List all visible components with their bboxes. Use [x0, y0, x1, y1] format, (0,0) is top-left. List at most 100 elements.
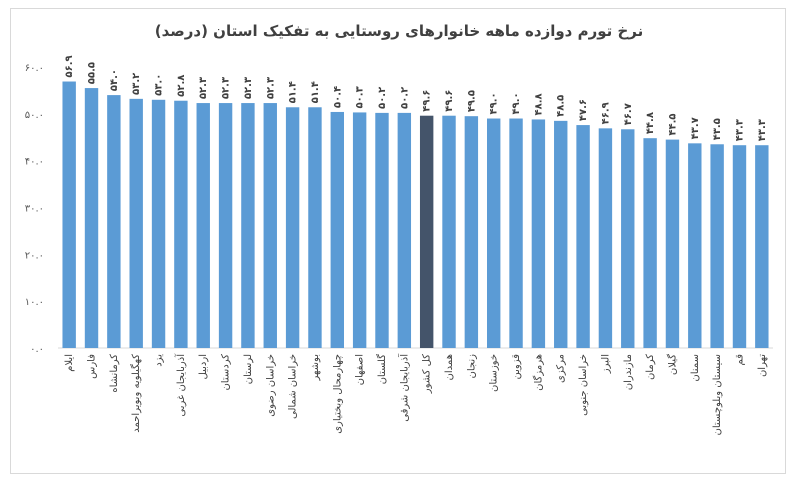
x-tick-label: زنجان [466, 354, 477, 379]
data-label: ۵۰.۲ [399, 87, 410, 109]
data-label: ۴۳.۵ [712, 118, 723, 140]
x-tick-label: کهگیلویه وبویراحمد [130, 354, 142, 433]
bar [241, 103, 255, 348]
data-label: ۵۲.۳ [221, 77, 232, 99]
bar [107, 95, 121, 348]
x-tick-label: چهارمحال وبختیاری [332, 354, 343, 434]
data-label: ۴۴.۸ [645, 112, 656, 134]
x-tick-label: سمنان [690, 354, 701, 382]
data-label: ۵۶.۹ [64, 55, 75, 77]
x-tick-label: لرستان [243, 354, 254, 384]
bar [352, 112, 367, 348]
bar [665, 139, 680, 348]
data-label: ۴۴.۵ [667, 113, 678, 135]
data-label: ۵۱.۴ [310, 81, 321, 103]
y-tick-label: ۱۰.۰ [25, 297, 44, 308]
x-tick-label: تهران [757, 354, 768, 377]
data-label: ۴۸.۸ [533, 93, 544, 115]
bar [710, 144, 724, 348]
bar [129, 98, 143, 348]
data-label: ۵۰.۲ [377, 87, 388, 109]
data-label: ۵۰.۳ [355, 86, 366, 108]
x-tick-label: البرز [600, 354, 611, 374]
x-tick-label: خوزستان [489, 354, 500, 392]
x-tick-label: خراسان جنوبی [578, 354, 589, 416]
x-tick-label: اردبیل [198, 354, 209, 379]
data-label: ۵۲.۳ [198, 77, 209, 99]
bar [442, 115, 456, 348]
x-tick-label: یزد [154, 354, 165, 367]
data-label: ۴۹.۶ [444, 90, 455, 112]
bar [196, 103, 210, 348]
x-tick-label: خراسان رضوی [265, 354, 276, 417]
bar [464, 116, 479, 348]
data-label: ۴۳.۳ [757, 119, 768, 141]
x-tick-label: ایلام [64, 354, 75, 372]
data-label: ۵۴.۰ [109, 69, 120, 91]
y-tick-label: ۵۰.۰ [25, 110, 44, 121]
x-tick-label: مازندران [623, 354, 634, 390]
x-tick-label: گلستان [376, 354, 388, 385]
bar [84, 88, 99, 348]
data-label: ۴۳.۳ [734, 119, 745, 141]
y-tick-label: ۰.۰ [30, 344, 44, 355]
bar [598, 128, 613, 348]
x-tick-label: بوشهر [310, 354, 321, 381]
data-label: ۴۶.۷ [623, 103, 634, 125]
bar [308, 107, 322, 348]
x-tick-label: هرمزگان [532, 354, 544, 391]
bar [688, 143, 702, 348]
x-tick-label: سیستان وبلوچستان [712, 354, 723, 436]
data-label: ۵۵.۵ [87, 62, 98, 84]
y-tick-label: ۴۰.۰ [25, 157, 44, 168]
data-label: ۵۲.۸ [176, 75, 187, 97]
data-label: ۴۹.۵ [466, 90, 477, 112]
data-label: ۵۳.۰ [154, 74, 165, 96]
bar [419, 115, 434, 348]
bar [643, 138, 657, 348]
y-tick-label: ۶۰.۰ [25, 63, 44, 74]
data-label: ۴۸.۵ [556, 95, 567, 117]
data-label: ۵۲.۳ [243, 77, 254, 99]
data-label: ۴۷.۶ [578, 99, 589, 121]
bar [397, 112, 412, 348]
data-label: ۵۰.۴ [332, 86, 343, 108]
bar [263, 103, 277, 348]
data-label: ۴۶.۹ [600, 102, 611, 124]
data-label: ۴۹.۰ [489, 92, 500, 114]
x-tick-label: گیلان [666, 354, 678, 375]
data-label: ۵۳.۲ [131, 73, 142, 95]
x-tick-label: مرکزی [556, 354, 567, 383]
bar [531, 119, 546, 348]
data-label: ۵۲.۳ [265, 77, 276, 99]
x-tick-label: کردستان [221, 354, 232, 391]
x-tick-label: اصفهان [355, 354, 366, 385]
data-label: ۴۹.۶ [422, 90, 433, 112]
x-tick-label: کرمان [645, 354, 656, 380]
data-label: ۴۳.۷ [690, 117, 701, 139]
x-tick-label: قزوین [511, 354, 522, 380]
x-tick-label: کرمانشاه [109, 354, 120, 393]
data-label: ۴۹.۰ [511, 92, 522, 114]
x-tick-label: آذربایجان غربی [174, 353, 187, 417]
data-label: ۵۱.۴ [288, 81, 299, 103]
x-tick-label: آذربایجان شرقی [397, 353, 410, 422]
bar [621, 129, 635, 348]
bar [576, 125, 590, 348]
x-tick-label: خراسان شمالی [288, 354, 299, 419]
bar [487, 118, 501, 349]
bar [732, 145, 747, 348]
bar [174, 100, 188, 348]
y-tick-label: ۲۰.۰ [25, 250, 44, 261]
bar [755, 145, 769, 348]
bar [62, 81, 76, 348]
x-tick-label: فارس [87, 354, 98, 379]
bar [151, 99, 166, 349]
x-tick-label: کل کشور [422, 354, 433, 394]
bar [218, 103, 233, 348]
bar [509, 118, 523, 349]
x-tick-label: قم [734, 354, 745, 366]
bar [554, 120, 568, 348]
x-tick-label: همدان [444, 354, 455, 380]
